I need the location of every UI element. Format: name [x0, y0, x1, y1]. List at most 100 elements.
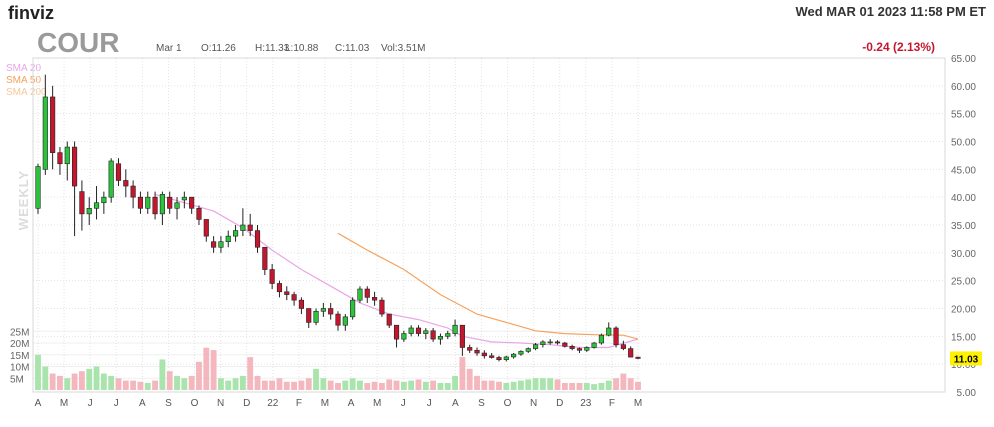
candle-body [167, 196, 173, 209]
volume-bars [35, 347, 641, 390]
candle [218, 236, 224, 253]
volume-bar [518, 380, 524, 390]
candle-body [569, 346, 575, 349]
quote-close: C:11.03 [335, 43, 370, 54]
price-tick-label: 20.00 [951, 305, 976, 316]
candle-body [386, 313, 392, 326]
candle [350, 297, 356, 320]
month-label: D [243, 398, 250, 409]
month-label: S [165, 398, 172, 409]
candle-body [159, 194, 165, 215]
candle-body [115, 163, 122, 181]
month-label: F [296, 398, 302, 409]
volume-bar [247, 357, 254, 390]
finviz-logo[interactable]: finviz [8, 3, 54, 23]
month-label: 23 [580, 398, 592, 409]
price-tick-label: 55.00 [951, 110, 976, 121]
volume-bar [327, 380, 334, 390]
candle-body [342, 316, 348, 326]
candle-body [232, 230, 239, 237]
volume-tick-label: 10M [10, 363, 29, 374]
candle [167, 191, 173, 214]
candle [306, 308, 312, 328]
candle-body [547, 341, 553, 344]
candle-body [57, 152, 63, 165]
volume-bar [225, 380, 232, 390]
candle [145, 191, 151, 214]
candle-body [284, 291, 290, 295]
month-label: 22 [267, 398, 279, 409]
candle-body [218, 241, 224, 248]
volume-bar [481, 380, 488, 390]
candle [320, 302, 326, 317]
plot-frame [32, 57, 946, 393]
volume-bar [122, 380, 129, 390]
candle-body [445, 333, 451, 337]
volume-bar [364, 382, 371, 390]
volume-bar [71, 373, 78, 390]
quote-low: L:10.88 [285, 43, 319, 54]
candle-body [467, 347, 473, 351]
price-tick-label: 5.00 [957, 388, 977, 399]
candle-body [108, 160, 114, 198]
candle [225, 230, 231, 248]
grid-lines [33, 57, 945, 393]
volume-bar [35, 354, 41, 390]
candle-body [598, 334, 604, 344]
quote-open: O:11.26 [201, 43, 236, 54]
legend-sma-200: SMA 200 [6, 87, 47, 98]
candle-body [408, 327, 414, 334]
candle-body [481, 352, 487, 357]
volume-bar [437, 382, 444, 390]
quote-high: H:11.33 [255, 43, 290, 54]
price-tick-label: 30.00 [951, 249, 976, 260]
candle [328, 302, 334, 320]
price-change: -0.24 (2.13%) [862, 40, 935, 54]
candle-body [393, 324, 400, 340]
volume-bar [583, 382, 590, 390]
candle-body [181, 196, 187, 201]
candle [79, 180, 85, 231]
candle [408, 325, 414, 337]
month-label: M [60, 398, 68, 409]
candle-body [79, 191, 85, 215]
candle [467, 344, 473, 354]
volume-bar [100, 373, 107, 390]
candle [415, 325, 422, 337]
candle [57, 147, 63, 175]
candle-body [152, 196, 158, 215]
month-label: J [88, 398, 93, 409]
volume-bar [415, 379, 422, 390]
candle-body [254, 230, 261, 248]
candle [511, 353, 517, 359]
candle-body [225, 235, 231, 242]
candle [240, 208, 246, 237]
candle-body [350, 299, 356, 318]
moving-averages [154, 193, 639, 349]
candle [386, 313, 392, 328]
volume-bar [239, 375, 246, 390]
candle-body [423, 330, 429, 334]
candle [108, 158, 114, 203]
month-label: J [114, 398, 119, 409]
candle [364, 286, 370, 303]
candle-body [503, 356, 509, 361]
candle-body [262, 246, 268, 270]
volume-bar [474, 375, 480, 390]
candle [379, 297, 385, 317]
candle-body [86, 208, 92, 215]
volume-bar [115, 378, 122, 390]
volume-bar [283, 381, 290, 390]
month-label: M [373, 398, 381, 409]
candle [211, 236, 217, 253]
candle [298, 297, 304, 315]
candle-body [145, 196, 151, 209]
candle [518, 350, 524, 356]
candle-body [496, 357, 502, 361]
volume-bar [496, 381, 502, 390]
volume-bar [532, 378, 539, 390]
volume-bar [342, 380, 349, 390]
volume-bar [57, 375, 63, 390]
candle-body [554, 341, 561, 344]
